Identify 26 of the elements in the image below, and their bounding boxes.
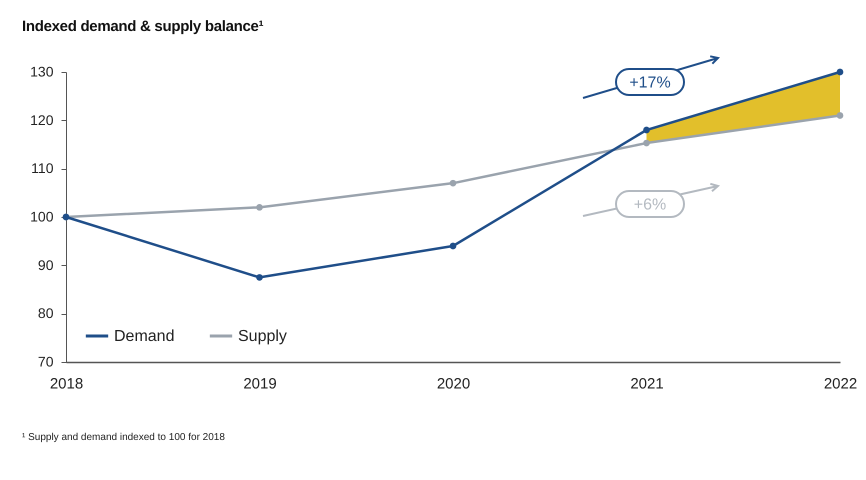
x-tick-label: 2022 <box>824 376 858 392</box>
y-tick-label: 70 <box>38 354 54 370</box>
x-tick-label: 2019 <box>243 376 277 392</box>
point <box>256 204 263 211</box>
y-tick-label: 90 <box>38 256 54 273</box>
y-tick-label: 120 <box>30 112 54 128</box>
point <box>836 112 844 119</box>
y-tick-label: 100 <box>30 208 54 224</box>
legend-label: Supply <box>238 328 287 345</box>
x-tick-label: 2021 <box>630 376 664 392</box>
y-tick-label: 110 <box>31 160 54 176</box>
y-tick-label: 80 <box>38 305 54 322</box>
point <box>256 274 263 281</box>
point <box>643 140 650 146</box>
legend-label: Demand <box>114 328 174 345</box>
chart-title: Indexed demand & supply balance¹ <box>22 18 264 35</box>
point <box>450 180 456 187</box>
x-tick-label: 2018 <box>50 376 84 392</box>
x-tick-label: 2020 <box>436 376 470 392</box>
point <box>450 242 456 250</box>
text: ¹ Supply and demand indexed to 100 for 2018 <box>22 432 225 443</box>
annotation: +17% <box>629 74 671 92</box>
annotation: +6% <box>634 196 666 214</box>
y-tick-label: 130 <box>30 64 54 80</box>
point <box>836 68 844 76</box>
point <box>643 126 650 134</box>
